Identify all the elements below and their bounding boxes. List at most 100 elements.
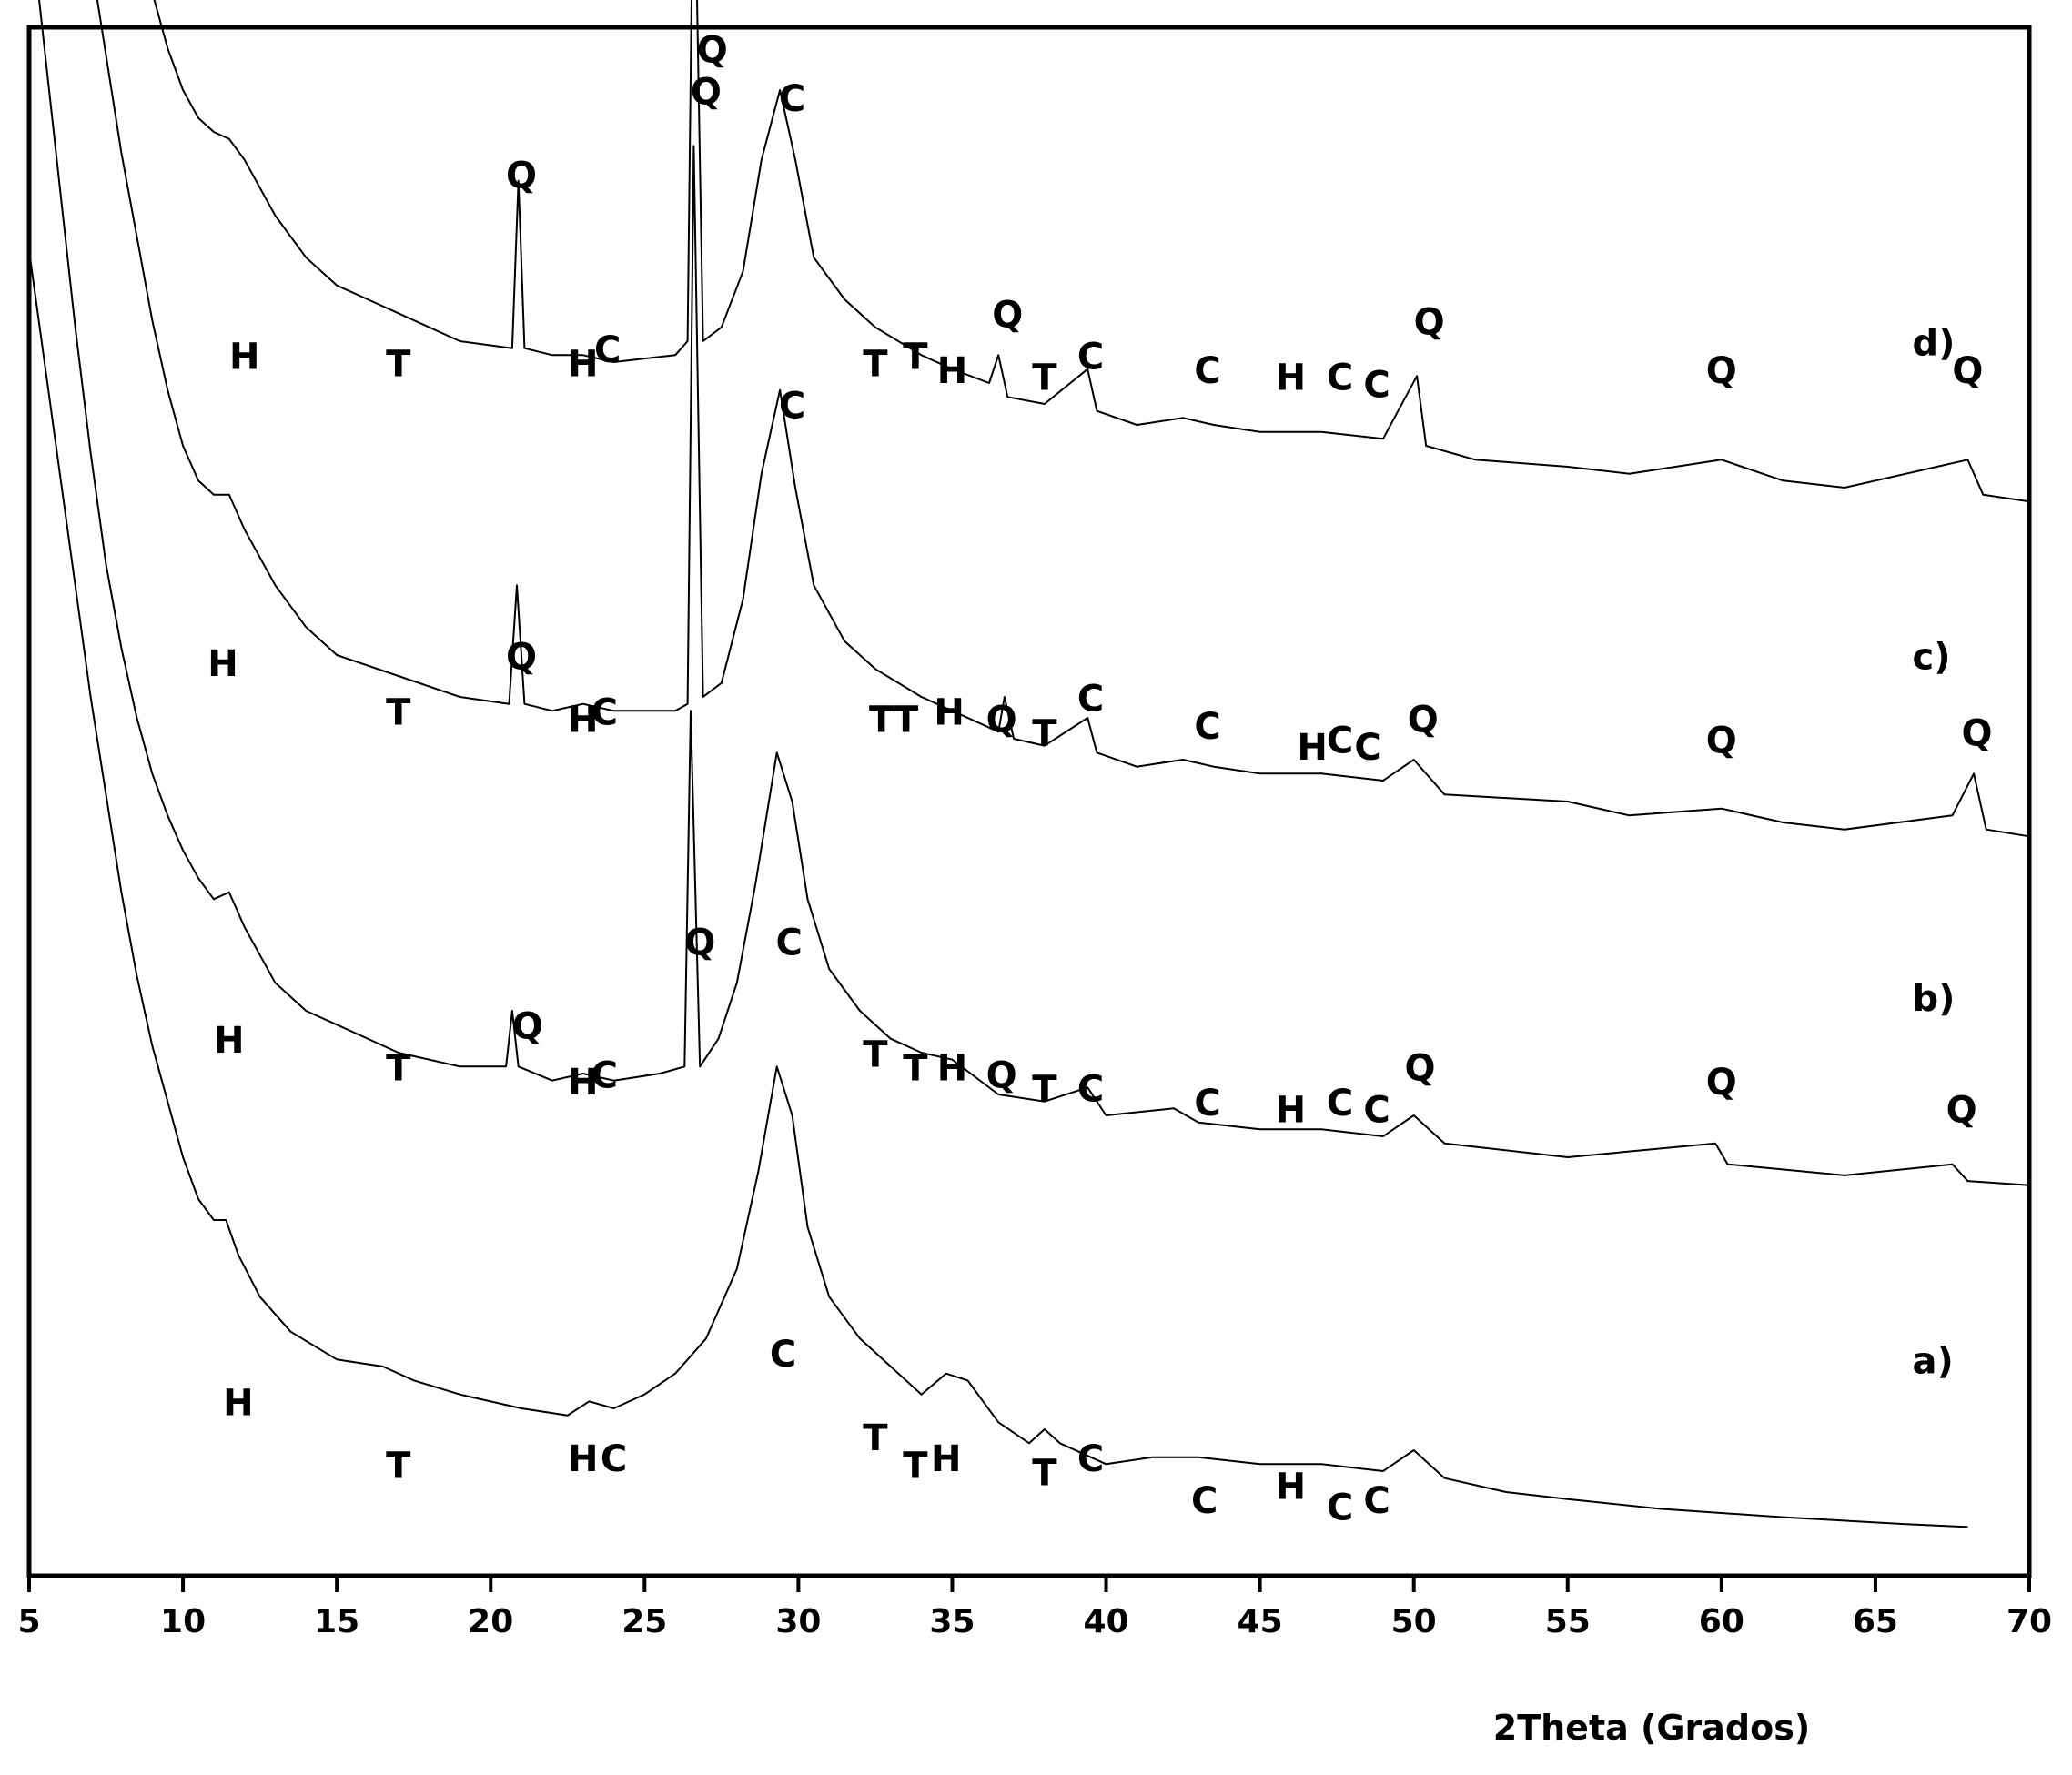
peak-label: T — [386, 692, 411, 734]
peak-label: H — [937, 350, 967, 392]
x-axis-title: 2Theta (Grados) — [1493, 1708, 1810, 1748]
peak-label: C — [1363, 364, 1390, 406]
peak-label: Q — [1706, 720, 1737, 761]
peak-label: H — [1297, 727, 1327, 769]
peak-label: C — [1327, 720, 1353, 761]
peak-label: Q — [512, 1006, 543, 1048]
peak-label: H — [214, 1020, 244, 1062]
peak-label: C — [594, 329, 621, 371]
peak-label: T — [863, 1034, 888, 1075]
peak-label: C — [1194, 350, 1220, 392]
peak-label: C — [1077, 1438, 1104, 1480]
peak-label: T — [863, 1417, 888, 1459]
peak-label: C — [1327, 1083, 1353, 1125]
x-tick-label: 10 — [160, 1603, 206, 1640]
peak-label: Q — [986, 699, 1017, 741]
peak-label: T — [903, 1048, 928, 1090]
peak-label: C — [1077, 678, 1104, 720]
peak-label: Q — [1952, 350, 1983, 392]
peak-label: Q — [684, 923, 715, 964]
series-name-label: c) — [1913, 636, 1951, 678]
peak-label: Q — [506, 155, 537, 197]
series-name-layer: a) b) c) d) — [1913, 322, 1956, 1382]
peak-label: C — [591, 692, 618, 734]
peak-label: T — [386, 343, 411, 385]
peak-label: T — [903, 337, 928, 378]
peak-label: T — [386, 1446, 411, 1488]
peak-label: Q — [992, 295, 1023, 337]
peak-label: C — [601, 1438, 627, 1480]
peak-label: T — [1032, 1452, 1057, 1494]
peak-label: T — [1032, 1069, 1057, 1111]
peak-label: H — [934, 692, 964, 734]
series-line-0 — [28, 250, 1968, 1528]
peak-label: C — [1194, 706, 1220, 748]
series-line-3 — [153, 0, 2030, 503]
peak-label: Q — [691, 71, 722, 113]
peak-label: Q — [697, 29, 728, 71]
peak-label: C — [591, 1054, 618, 1096]
peak-label: C — [1363, 1480, 1390, 1522]
series-name-label: a) — [1913, 1341, 1954, 1383]
peak-label: C — [1077, 1069, 1104, 1111]
peak-label: C — [1327, 358, 1353, 399]
peak-label: H — [568, 1062, 598, 1104]
peak-label: T — [386, 1048, 411, 1090]
peak-label: T — [903, 1446, 928, 1488]
x-axis-ticks: 5 10 15 20 25 30 35 40 45 50 55 60 65 70 — [17, 1576, 2052, 1640]
peak-label: H — [1276, 1090, 1306, 1132]
peak-label: H — [229, 337, 259, 378]
peak-label: T — [863, 343, 888, 385]
peak-label: C — [779, 385, 805, 427]
x-tick-label: 25 — [622, 1603, 667, 1640]
peak-label: H — [931, 1438, 961, 1480]
peak-label: T — [1032, 713, 1057, 755]
x-tick-label: 20 — [468, 1603, 513, 1640]
x-tick-label: 30 — [775, 1603, 821, 1640]
peak-label: C — [1327, 1488, 1353, 1529]
x-tick-label: 65 — [1853, 1603, 1898, 1640]
x-tick-label: 15 — [314, 1603, 359, 1640]
peak-label: T — [1032, 358, 1057, 399]
peak-label: C — [1363, 1090, 1390, 1132]
peak-label: Q — [1408, 699, 1439, 741]
peak-label: Q — [986, 1054, 1017, 1096]
x-tick-label: 50 — [1391, 1603, 1437, 1640]
peak-label: H — [207, 643, 238, 685]
peak-label: C — [770, 1334, 796, 1376]
x-tick-label: 40 — [1083, 1603, 1128, 1640]
peak-label: H — [568, 699, 598, 741]
peak-label: Q — [1706, 350, 1737, 392]
x-tick-label: 55 — [1545, 1603, 1591, 1640]
peak-label: T — [869, 699, 894, 741]
peak-label: C — [1354, 727, 1380, 769]
peak-label: H — [568, 1438, 598, 1480]
peak-label: C — [1194, 1083, 1220, 1125]
x-tick-label: 5 — [17, 1603, 40, 1640]
peak-label: H — [568, 343, 598, 385]
x-tick-label: 45 — [1238, 1603, 1283, 1640]
plot-frame — [26, 25, 2032, 1578]
series-layer — [28, 0, 2030, 1528]
peak-label: Q — [1946, 1090, 1977, 1132]
series-name-label: d) — [1913, 322, 1956, 364]
x-tick-label: 70 — [2006, 1603, 2052, 1640]
peak-label: C — [1077, 337, 1104, 378]
series-line-2 — [96, 0, 2030, 838]
series-line-1 — [38, 0, 2030, 1186]
peak-label: Q — [1961, 713, 1992, 755]
peak-label: C — [776, 923, 803, 964]
peak-label: H — [1276, 1467, 1306, 1508]
x-tick-label: 35 — [929, 1603, 975, 1640]
peak-label: Q — [1404, 1048, 1435, 1090]
x-tick-label: 60 — [1699, 1603, 1744, 1640]
peak-label: T — [894, 699, 919, 741]
peak-label: H — [223, 1383, 253, 1425]
peak-label: H — [937, 1048, 967, 1090]
peak-label: Q — [1414, 301, 1445, 343]
peak-label: H — [1276, 358, 1306, 399]
peak-label: C — [1191, 1480, 1218, 1522]
